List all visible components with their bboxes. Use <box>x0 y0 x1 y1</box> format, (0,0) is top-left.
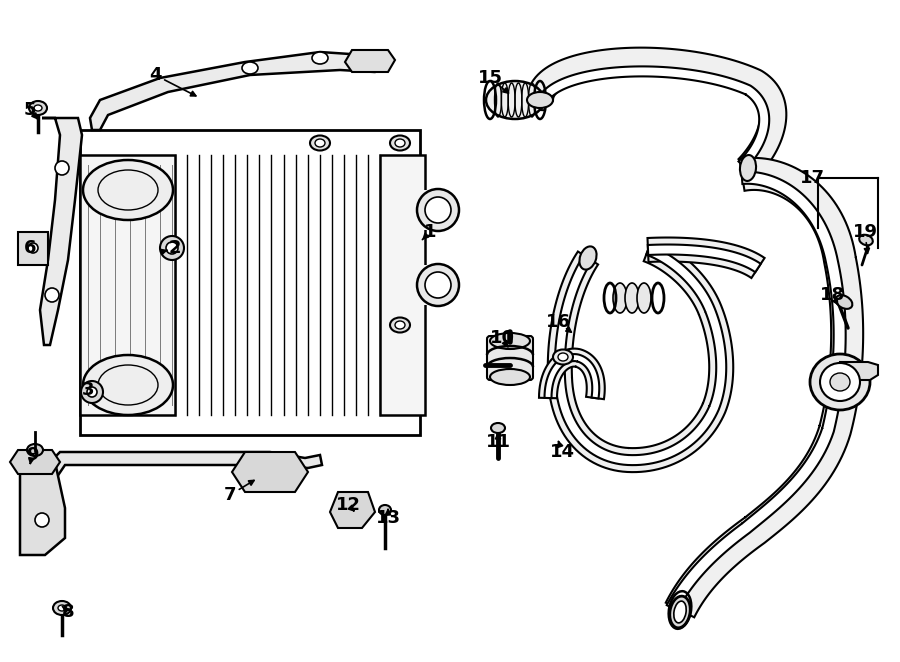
Polygon shape <box>22 452 322 505</box>
Ellipse shape <box>390 318 410 332</box>
Text: 1: 1 <box>424 223 436 241</box>
Text: 15: 15 <box>478 69 502 87</box>
Polygon shape <box>554 246 726 465</box>
Ellipse shape <box>53 601 71 615</box>
Polygon shape <box>647 238 765 278</box>
Ellipse shape <box>740 155 756 181</box>
Text: 3: 3 <box>82 381 94 399</box>
Ellipse shape <box>312 52 328 64</box>
Text: 4: 4 <box>148 66 161 84</box>
Polygon shape <box>232 452 308 492</box>
Text: 14: 14 <box>550 443 574 461</box>
Text: 6: 6 <box>23 239 36 257</box>
FancyBboxPatch shape <box>487 336 533 380</box>
Ellipse shape <box>417 189 459 231</box>
Polygon shape <box>666 158 863 618</box>
Text: 13: 13 <box>375 509 401 527</box>
Ellipse shape <box>58 605 66 611</box>
Text: 18: 18 <box>819 286 844 304</box>
Polygon shape <box>405 265 440 305</box>
Text: 16: 16 <box>545 313 571 331</box>
Polygon shape <box>544 354 599 399</box>
Ellipse shape <box>35 513 49 527</box>
Ellipse shape <box>390 136 410 150</box>
Polygon shape <box>20 462 65 555</box>
Polygon shape <box>18 232 48 265</box>
Text: 8: 8 <box>62 603 75 621</box>
Ellipse shape <box>29 101 47 115</box>
Ellipse shape <box>637 283 651 313</box>
Ellipse shape <box>490 369 530 385</box>
Ellipse shape <box>417 264 459 306</box>
Ellipse shape <box>486 81 544 119</box>
Polygon shape <box>548 239 734 472</box>
Polygon shape <box>80 130 420 435</box>
Ellipse shape <box>425 197 451 223</box>
Ellipse shape <box>83 355 173 415</box>
Text: 12: 12 <box>336 496 361 514</box>
Text: 9: 9 <box>26 446 39 464</box>
Ellipse shape <box>55 161 69 175</box>
Polygon shape <box>539 349 605 399</box>
Polygon shape <box>535 66 770 169</box>
Ellipse shape <box>491 423 505 433</box>
Polygon shape <box>648 244 760 272</box>
Ellipse shape <box>81 381 103 403</box>
Ellipse shape <box>820 363 860 401</box>
Polygon shape <box>80 155 175 415</box>
Ellipse shape <box>310 136 330 150</box>
Text: 19: 19 <box>852 223 878 241</box>
Ellipse shape <box>580 246 597 269</box>
Ellipse shape <box>527 92 553 108</box>
Ellipse shape <box>87 387 97 397</box>
Ellipse shape <box>28 243 38 253</box>
Ellipse shape <box>490 333 530 349</box>
Polygon shape <box>667 171 846 611</box>
Polygon shape <box>527 48 787 177</box>
Ellipse shape <box>166 242 178 254</box>
Polygon shape <box>345 50 395 72</box>
Ellipse shape <box>242 62 258 74</box>
Polygon shape <box>40 118 82 345</box>
Ellipse shape <box>395 321 405 329</box>
Ellipse shape <box>613 283 627 313</box>
Ellipse shape <box>34 105 42 111</box>
Text: 11: 11 <box>485 433 510 451</box>
Polygon shape <box>840 362 878 380</box>
Ellipse shape <box>160 236 184 260</box>
Ellipse shape <box>810 354 870 410</box>
Ellipse shape <box>860 235 873 246</box>
Ellipse shape <box>625 283 639 313</box>
Text: 5: 5 <box>23 101 36 119</box>
Text: 10: 10 <box>490 329 515 347</box>
Ellipse shape <box>674 601 686 623</box>
Ellipse shape <box>425 272 451 298</box>
Polygon shape <box>90 52 385 130</box>
Ellipse shape <box>830 373 850 391</box>
Polygon shape <box>380 155 425 415</box>
Polygon shape <box>10 450 60 474</box>
Ellipse shape <box>45 288 59 302</box>
Polygon shape <box>330 492 375 528</box>
Ellipse shape <box>395 139 405 147</box>
Text: 2: 2 <box>169 239 181 257</box>
Ellipse shape <box>315 139 325 147</box>
Ellipse shape <box>553 350 573 365</box>
Text: 17: 17 <box>799 169 824 187</box>
Ellipse shape <box>27 444 43 456</box>
Ellipse shape <box>670 596 690 628</box>
Ellipse shape <box>835 295 852 309</box>
Ellipse shape <box>558 353 568 361</box>
Ellipse shape <box>379 505 391 515</box>
Ellipse shape <box>83 160 173 220</box>
Text: 7: 7 <box>224 486 237 504</box>
Polygon shape <box>405 190 440 230</box>
